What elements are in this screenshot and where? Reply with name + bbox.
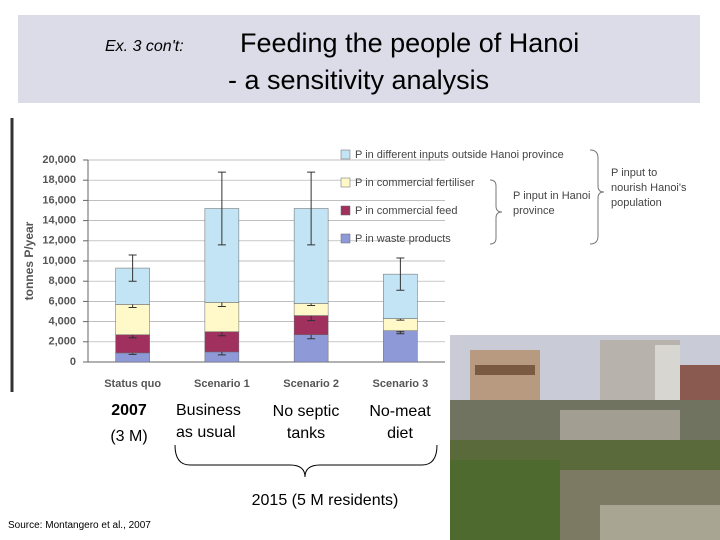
photo [450, 335, 720, 540]
note: 2015 (5 M residents) [251, 492, 399, 509]
header-prefix: Ex. 3 con't: [105, 38, 184, 55]
y-tick-label: 4,000 [48, 316, 76, 328]
note: Business as usual [176, 402, 241, 441]
y-tick-label: 0 [70, 356, 76, 368]
subtitle: - a sensitivity analysis [228, 65, 489, 95]
y-tick-label: 16,000 [42, 194, 76, 206]
note: No septic tanks [272, 403, 340, 442]
bar-segment [115, 304, 150, 335]
error-bar [128, 254, 137, 282]
legend-label: P in commercial fertiliser [355, 177, 475, 189]
y-tick-label: 2,000 [48, 336, 76, 348]
legend-label: P in different inputs outside Hanoi prov… [355, 149, 564, 161]
legend-swatch [340, 205, 351, 216]
bar-segment [204, 302, 240, 332]
note: No-meat diet [369, 403, 431, 442]
header-box [18, 15, 700, 103]
brace [489, 179, 503, 245]
legend-label: P in commercial feed [355, 205, 458, 217]
y-axis-label: tonnes P/year [22, 221, 36, 300]
error-bar [217, 171, 226, 246]
y-tick-label: 8,000 [48, 275, 76, 287]
y-tick-label: 12,000 [42, 235, 76, 247]
brace [589, 149, 605, 245]
y-tick-label: 20,000 [42, 154, 76, 166]
x-tick-label: Scenario 1 [194, 378, 250, 390]
source: Source: Montangero et al., 2007 [8, 520, 151, 531]
note: (3 M) [110, 428, 148, 445]
note: 2007 [111, 402, 147, 419]
y-tick-label: 18,000 [42, 174, 76, 186]
bar-segment [383, 330, 418, 363]
brace-label: P input in Hanoi province [513, 190, 590, 217]
legend-swatch [340, 149, 351, 160]
legend-swatch [340, 177, 351, 188]
legend-swatch [340, 233, 351, 244]
bar-segment [293, 334, 329, 363]
brace [174, 444, 438, 478]
y-tick-label: 10,000 [42, 255, 76, 267]
brace-label: P input to nourish Hanoi's population [611, 167, 687, 209]
title: Feeding the people of Hanoi [240, 28, 579, 58]
y-tick-label: 14,000 [42, 215, 76, 227]
y-tick-label: 6,000 [48, 295, 76, 307]
x-tick-label: Scenario 3 [373, 378, 429, 390]
x-tick-label: Scenario 2 [283, 378, 339, 390]
error-bar [396, 257, 405, 291]
x-tick-label: Status quo [104, 378, 161, 390]
error-bar [307, 171, 316, 246]
legend-label: P in waste products [355, 233, 451, 245]
